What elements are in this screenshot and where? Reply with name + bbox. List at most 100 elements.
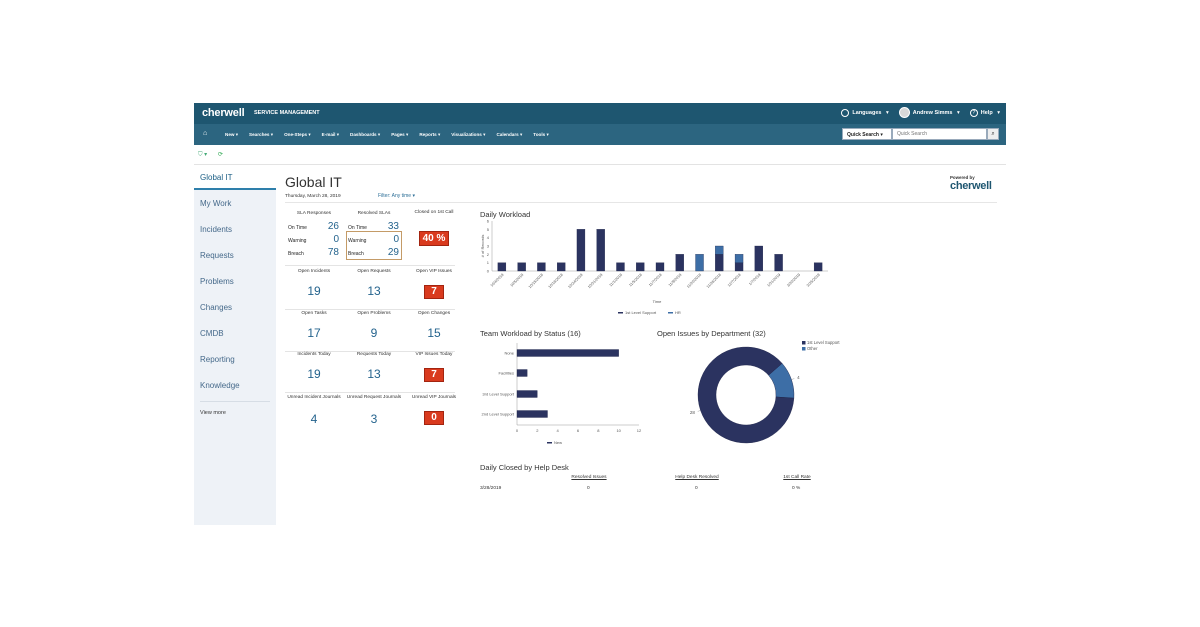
legend-first-level[interactable]: 1st Level Support <box>625 310 657 315</box>
nav-item-searches[interactable]: Searches ▾ <box>249 132 274 137</box>
sla-breach-value[interactable]: 78 <box>327 247 339 258</box>
kpi-value[interactable]: 7 <box>424 285 444 299</box>
resolved-breach-value[interactable]: 29 <box>387 247 399 258</box>
kpi-label: Open Requests <box>357 269 391 274</box>
x-tick-label: 4 <box>557 428 560 433</box>
bar-first-level[interactable] <box>576 229 586 272</box>
languages-menu[interactable]: Languages ▾ <box>841 108 889 117</box>
bar-hr[interactable] <box>715 245 724 255</box>
row-rate: 0 % <box>792 486 801 491</box>
sidebar-item-knowledge[interactable]: Knowledge <box>200 381 240 390</box>
bar-first-level[interactable] <box>616 262 625 272</box>
bar-first-level[interactable] <box>557 262 566 272</box>
sidebar-item-incidents[interactable]: Incidents <box>200 225 233 234</box>
nav-item-pages[interactable]: Pages ▾ <box>391 132 409 137</box>
sla-ontime-value[interactable]: 26 <box>327 221 339 232</box>
sidebar-item-requests[interactable]: Requests <box>200 251 234 260</box>
legend-first-level[interactable]: 1st Level Support <box>807 340 840 345</box>
resolved-warning-value[interactable]: 0 <box>393 234 399 245</box>
title-divider <box>285 202 997 203</box>
quick-search-input[interactable] <box>892 128 987 140</box>
col-help-desk-resolved[interactable]: Help Desk Resolved <box>675 475 719 480</box>
sidebar-divider <box>200 401 270 402</box>
kpi-divider <box>285 392 455 393</box>
bar-first-level[interactable] <box>754 245 763 272</box>
filter-dropdown[interactable]: Filter: Any time ▾ <box>378 193 415 199</box>
kpi-value[interactable]: 3 <box>370 412 378 426</box>
x-tick-label: 10 <box>616 428 621 433</box>
bar-new[interactable] <box>516 390 538 398</box>
kpi-value[interactable]: 9 <box>370 326 378 340</box>
bar-first-level[interactable] <box>596 229 605 272</box>
nav-item-calendars[interactable]: Calendars ▾ <box>496 132 523 137</box>
bar-first-level[interactable] <box>715 254 724 272</box>
bar-first-level[interactable] <box>813 262 823 272</box>
bar-first-level[interactable] <box>774 254 783 272</box>
sla-warning-value[interactable]: 0 <box>333 234 339 245</box>
home-icon[interactable]: ⌂ <box>203 130 208 137</box>
sidebar-item-global-it[interactable]: Global IT <box>194 165 276 190</box>
bar-hr[interactable] <box>734 254 744 263</box>
top-bar: cherwell SERVICE MANAGEMENT Languages ▾ … <box>194 103 1006 124</box>
nav-item-one-steps[interactable]: One-Steps ▾ <box>284 132 311 137</box>
nav-item-visualizations[interactable]: Visualizations ▾ <box>451 132 486 137</box>
bar-new[interactable] <box>516 410 548 418</box>
nav-item-label: Searches <box>249 132 270 137</box>
legend-new[interactable]: New <box>554 440 562 445</box>
bar-first-level[interactable] <box>497 262 507 272</box>
refresh-icon[interactable]: ⟳ <box>218 152 224 158</box>
kpi-value[interactable]: 7 <box>424 368 444 382</box>
kpi-value[interactable]: 19 <box>307 284 321 298</box>
sla-breach-label: Breach <box>288 251 304 257</box>
bar-first-level[interactable] <box>734 262 744 272</box>
kpi-value[interactable]: 13 <box>367 367 381 381</box>
resolved-ontime-value[interactable]: 33 <box>387 221 399 232</box>
resolved-breach-label: Breach <box>348 251 364 257</box>
bar-new[interactable] <box>516 369 528 377</box>
search-icon[interactable]: ⌕ <box>987 128 999 140</box>
col-first-call-rate[interactable]: 1st Call Rate <box>783 475 811 480</box>
nav-item-label: Tools <box>533 132 546 137</box>
user-menu[interactable]: Andrew Simms ▾ <box>898 107 960 118</box>
kpi-value[interactable]: 19 <box>307 367 321 381</box>
kpi-value[interactable]: 4 <box>310 412 318 426</box>
legend-other[interactable]: Other <box>807 346 818 351</box>
nav-item-tools[interactable]: Tools ▾ <box>533 132 549 137</box>
kpi-value[interactable]: 15 <box>427 326 441 340</box>
bar-first-level[interactable] <box>537 262 546 272</box>
x-tick-label: 10/5/2018 <box>510 273 525 288</box>
nav-item-reports[interactable]: Reports ▾ <box>419 132 441 137</box>
filter-label: Filter: Any time <box>378 193 412 199</box>
bar-first-level[interactable] <box>675 254 684 272</box>
quick-search-dropdown[interactable]: Quick Search ▾ <box>842 128 892 140</box>
legend-hr[interactable]: HR <box>675 310 681 315</box>
bar-new[interactable] <box>516 349 619 357</box>
cherwell-logo[interactable]: cherwell <box>202 107 245 119</box>
kpi-value[interactable]: 17 <box>307 326 321 340</box>
bar-first-level[interactable] <box>517 262 526 272</box>
resolved-slas-title: Resolved SLAs <box>357 211 391 216</box>
shield-icon[interactable]: ⛉ ▾ <box>198 152 208 158</box>
kpi-value[interactable]: 0 <box>424 411 444 425</box>
kpi-value[interactable]: 13 <box>367 284 381 298</box>
bar-hr[interactable] <box>695 254 704 272</box>
help-icon: ? <box>969 108 978 117</box>
slice-first-level[interactable] <box>697 346 795 444</box>
closed-first-call-value[interactable]: 40 % <box>419 231 449 246</box>
quick-search-label: Quick Search <box>847 132 879 138</box>
nav-item-dashboards[interactable]: Dashboards ▾ <box>350 132 381 137</box>
sidebar-item-problems[interactable]: Problems <box>200 277 234 286</box>
legend-swatch-new <box>547 442 552 444</box>
globe-icon <box>841 108 850 117</box>
sidebar-item-cmdb[interactable]: CMDB <box>200 329 224 338</box>
col-resolved-issues[interactable]: Resolved Issues <box>571 475 607 480</box>
help-menu[interactable]: ? Help ▾ <box>969 108 1000 117</box>
bar-first-level[interactable] <box>655 262 665 272</box>
sidebar-item-changes[interactable]: Changes <box>200 303 233 312</box>
nav-item-e-mail[interactable]: E-mail ▾ <box>321 132 340 137</box>
sidebar-item-reporting[interactable]: Reporting <box>200 355 235 364</box>
view-more-link[interactable]: View more <box>200 410 226 416</box>
sidebar-item-my-work[interactable]: My Work <box>200 199 232 208</box>
bar-first-level[interactable] <box>636 262 645 272</box>
nav-item-new[interactable]: New ▾ <box>225 132 239 137</box>
